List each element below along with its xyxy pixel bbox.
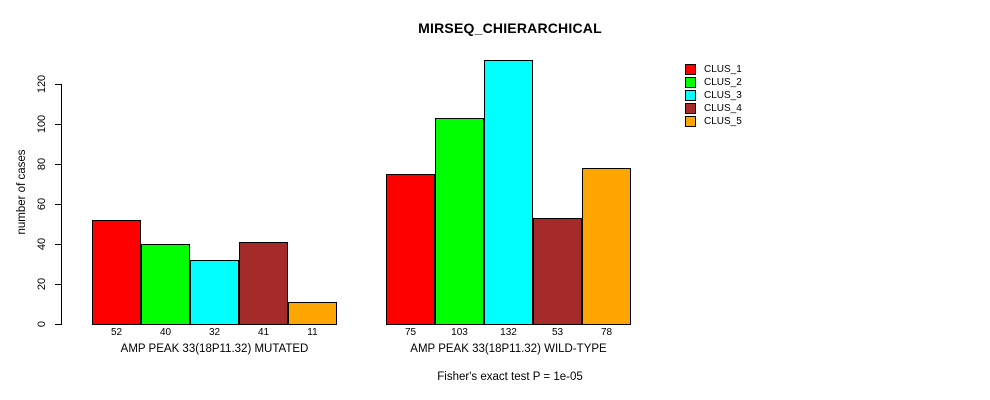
y-axis-tick-label: 120	[36, 74, 48, 94]
bar-clus_4-group1	[239, 242, 288, 325]
y-axis-tick	[55, 164, 62, 165]
y-axis-tick	[55, 244, 62, 245]
y-axis-tick-label: 100	[36, 114, 48, 134]
y-axis-tick	[55, 284, 62, 285]
bar-value-label: 53	[551, 327, 564, 338]
y-axis-tick-label: 20	[36, 277, 48, 291]
bar-clus_2-group2	[435, 118, 484, 325]
chart-title: MIRSEQ_CHIERARCHICAL	[418, 20, 602, 36]
y-axis-tick-label: 60	[36, 197, 48, 211]
bar-value-label: 40	[159, 327, 172, 338]
bar-value-label: 75	[404, 327, 417, 338]
legend-item-clus_1: CLUS_1	[685, 63, 742, 76]
y-axis-tick	[55, 124, 62, 125]
y-axis-tick-label: 80	[36, 157, 48, 171]
bar-clus_3-group2	[484, 60, 533, 325]
legend-label: CLUS_4	[704, 103, 742, 114]
legend-swatch-clus_4	[685, 103, 696, 114]
legend-swatch-clus_3	[685, 90, 696, 101]
y-axis-tick-label: 40	[36, 237, 48, 251]
bar-clus_4-group2	[533, 218, 582, 325]
bar-clus_5-group2	[582, 168, 631, 325]
legend-swatch-clus_1	[685, 64, 696, 75]
legend-label: CLUS_5	[704, 116, 742, 127]
bar-value-label: 78	[600, 327, 613, 338]
y-axis-tick	[55, 324, 62, 325]
legend: CLUS_1 CLUS_2 CLUS_3 CLUS_4 CLUS_5	[685, 63, 805, 133]
bar-value-label: 41	[257, 327, 270, 338]
legend-swatch-clus_2	[685, 77, 696, 88]
legend-item-clus_5: CLUS_5	[685, 115, 742, 128]
group-label: AMP PEAK 33(18P11.32) WILD-TYPE	[410, 343, 607, 355]
bar-value-label: 103	[451, 327, 468, 338]
bar-clus_3-group1	[190, 260, 239, 325]
y-axis-tick	[55, 84, 62, 85]
fisher-test-annotation: Fisher's exact test P = 1e-05	[437, 371, 583, 383]
legend-swatch-clus_5	[685, 116, 696, 127]
legend-item-clus_2: CLUS_2	[685, 76, 742, 89]
group-label: AMP PEAK 33(18P11.32) MUTATED	[120, 343, 309, 355]
legend-item-clus_3: CLUS_3	[685, 89, 742, 102]
y-axis-label: number of cases	[16, 149, 28, 235]
bar-clus_5-group1	[288, 302, 337, 325]
y-axis-tick-label: 0	[36, 320, 48, 328]
legend-label: CLUS_1	[704, 64, 742, 75]
bar-value-label: 32	[208, 327, 221, 338]
bar-clus_2-group1	[141, 244, 190, 325]
y-axis-tick	[55, 204, 62, 205]
legend-label: CLUS_3	[704, 90, 742, 101]
legend-item-clus_4: CLUS_4	[685, 102, 742, 115]
bar-value-label: 11	[307, 327, 318, 338]
bar-clus_1-group1	[92, 220, 141, 325]
legend-label: CLUS_2	[704, 77, 742, 88]
bar-clus_1-group2	[386, 174, 435, 325]
bar-value-label: 52	[110, 327, 123, 338]
bar-value-label: 132	[500, 327, 517, 338]
